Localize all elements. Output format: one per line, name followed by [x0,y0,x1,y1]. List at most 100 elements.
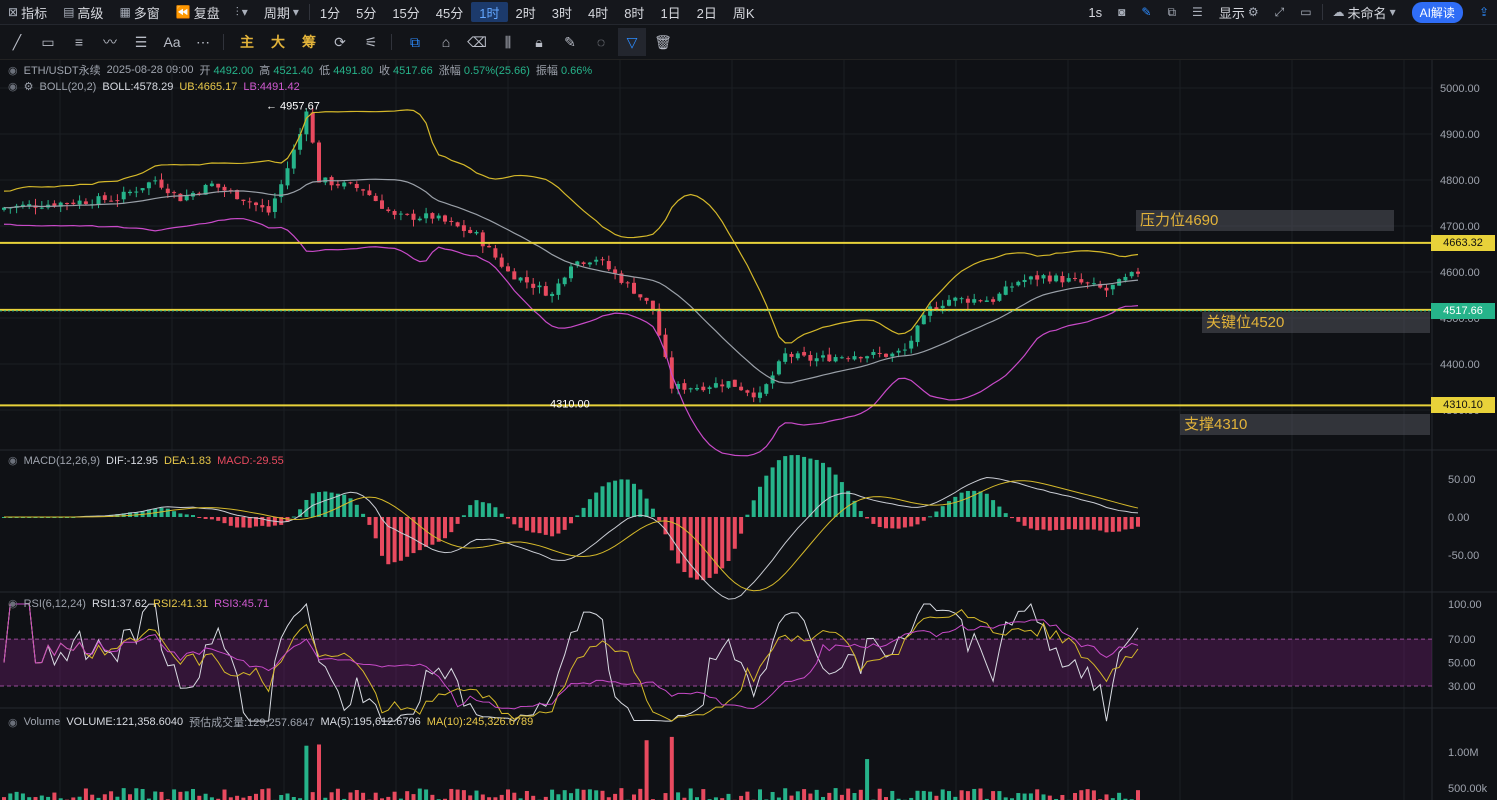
candle-body [71,202,76,205]
line-tool-icon[interactable]: ╱ [12,33,22,50]
camera-icon[interactable]: ◙ [1118,5,1126,19]
candle-body [695,387,699,390]
volume-bar [430,794,435,800]
multi-window-button[interactable]: ▦ 多窗 [119,5,160,21]
macd-histogram-bar [1091,517,1096,530]
display-button[interactable]: 显示 ⚙ [1218,5,1259,21]
volume-bar [581,789,586,800]
volume-bar [197,795,202,800]
macd-histogram-bar [398,517,403,561]
pen-icon[interactable]: ✎ [1141,5,1152,19]
tag-icon[interactable]: ⌂ [441,34,451,50]
refresh-rate-button[interactable]: 1s [1088,4,1103,20]
macd-histogram-bar [1060,517,1065,531]
advanced-button[interactable]: ▤ 高级 [63,5,104,21]
eye-icon[interactable]: ◉ [8,455,18,467]
interval-tab-9[interactable]: 1日 [660,5,681,21]
copy-icon[interactable]: ⧉ [410,33,420,50]
volume-bar [776,797,781,800]
more-icon[interactable]: ⋯ [196,33,210,50]
macd-histogram-bar [877,517,882,527]
list-icon[interactable]: ☰ [1192,5,1203,19]
macd-histogram-bar [821,462,825,517]
text-tool-icon[interactable]: Aa [163,34,181,50]
interval-tab-4[interactable]: 1时 [471,2,508,22]
main-force-button[interactable]: 主 [240,34,254,50]
layout-icon[interactable]: ▭ [1300,5,1312,19]
interval-tab-6[interactable]: 3时 [551,5,572,21]
candle-body [1035,275,1040,280]
chips-button[interactable]: 筹 [302,34,316,50]
note-icon[interactable]: ✎ [564,33,576,50]
chart-type-button[interactable]: ⫶ ▾ [228,0,256,24]
interval-tab-5[interactable]: 2时 [515,5,536,21]
ruler-icon[interactable]: ⚟ [364,33,378,50]
volume-bar [184,791,189,800]
brush-icon[interactable]: ◌ [596,34,606,50]
resistance-zone-label[interactable]: 压力位4690 [1136,210,1394,231]
volume-bar [1110,798,1115,800]
rect-tool-icon[interactable]: ▭ [41,33,55,50]
volume-bar [663,793,668,800]
eye-icon[interactable]: ◉ [8,716,18,729]
macd-histogram-bar [317,492,321,517]
account-button[interactable]: ☁ 未命名 ▾ [1332,5,1396,21]
share-icon[interactable]: ⇪ [1478,5,1489,19]
candle-body [1104,287,1109,291]
fullscreen-icon[interactable]: ⤢ [1274,4,1285,19]
interval-tab-2[interactable]: 15分 [392,5,420,21]
candle-body [871,351,876,355]
rsi3-line [3,603,1139,710]
sync-icon[interactable]: ⟳ [334,33,346,50]
interval-tab-8[interactable]: 8时 [624,5,645,21]
candle-body [776,361,781,375]
magnet-icon[interactable]: ⫼ [504,33,512,50]
macd-histogram-bar [606,482,611,517]
eye-icon[interactable]: ◉ [8,81,18,93]
filter-icon[interactable]: ▽ [618,28,646,56]
ai-interpret-button[interactable]: AI解读 [1404,0,1471,24]
interval-tab-10[interactable]: 2日 [696,5,717,21]
interval-tab-7[interactable]: 4时 [587,5,609,21]
candle-body [335,184,340,186]
candle-body [663,334,668,358]
interval-tab-0[interactable]: 1分 [319,5,341,21]
wave-icon[interactable]: 〰 [103,34,117,50]
lock-icon[interactable]: 🔒︎ [535,33,543,50]
key-level-label[interactable]: 关键位4520 [1202,312,1430,333]
eraser-icon[interactable]: ⌫ [467,33,487,50]
trash-icon[interactable]: 🗑︎ [654,33,672,50]
top-bar: ⊠ 指标 ▤ 高级 ▦ 多窗 ⏪ 复盘 ⫶ ▾ 周期 ▾ 1分 5分 15分 45分 1时 2时 3时 4… [0,0,1497,25]
support-zone-label[interactable]: 支撑4310 [1180,414,1430,435]
volume-bar [405,791,410,800]
candle-body [632,282,636,294]
volume-bar [543,796,548,800]
macd-histogram-bar [594,492,599,517]
candle-body [965,298,970,303]
macd-histogram-bar [1110,517,1115,532]
candle-body [594,259,599,262]
volume-bar [373,792,378,800]
volume-bar [978,788,983,800]
replay-button[interactable]: ⏪ 复盘 [175,5,220,21]
share-window-icon[interactable]: ⧉ [1167,4,1177,19]
boll-upper-line [3,109,1139,344]
interval-tab-3[interactable]: 45分 [435,5,464,21]
interval-tab-1[interactable]: 5分 [356,5,377,21]
horizontal-lines-icon[interactable]: ≡ [74,34,84,50]
candle-body [625,282,630,284]
macd-histogram-bar [512,517,517,525]
volume-bar [354,790,359,800]
boll-settings-icon[interactable]: ⚙ [23,81,34,93]
eye-icon[interactable]: ◉ [8,64,18,77]
candle-body [140,188,145,191]
volume-bar [915,790,920,800]
large-order-button[interactable]: 大 [271,34,285,50]
volume-bar [1010,798,1014,800]
indicator-button[interactable]: ⊠ 指标 [8,5,48,21]
period-button[interactable]: 周期 ▾ [263,5,299,21]
interval-tab-11[interactable]: 周K [732,5,755,21]
fib-icon[interactable]: ☰ [134,33,148,50]
eye-icon[interactable]: ◉ [8,598,18,610]
volume-bar [896,798,901,800]
